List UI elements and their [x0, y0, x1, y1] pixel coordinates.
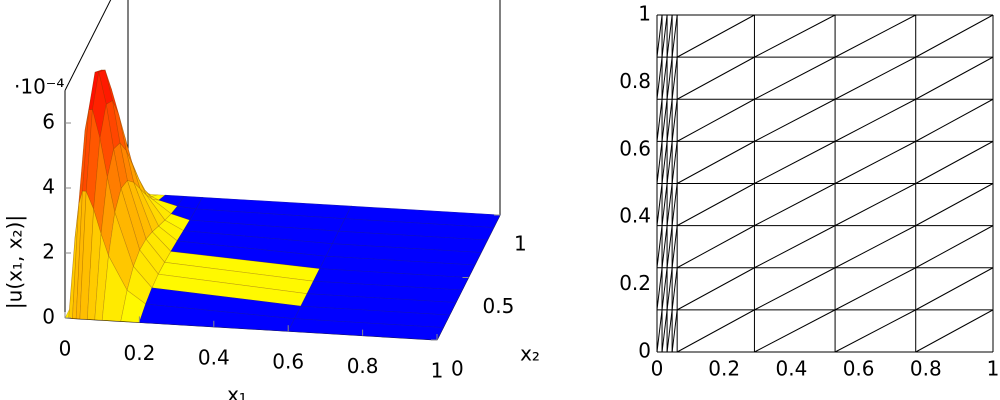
mesh-diagonal	[676, 140, 755, 184]
y-tick-label: 0.4	[619, 204, 651, 228]
x-axis-label: x₁	[227, 383, 247, 400]
mesh-diagonal	[656, 14, 663, 58]
mesh-diagonal	[656, 267, 663, 310]
mesh-diagonal	[671, 14, 678, 58]
mesh-diagonal	[754, 225, 836, 269]
mesh-diagonal	[671, 267, 678, 310]
mesh-diagonal	[656, 99, 663, 142]
surface-patch	[287, 318, 444, 341]
mesh-diagonal	[915, 14, 994, 58]
mesh-diagonal	[834, 140, 916, 184]
z-multiplier: ·10⁻⁴	[14, 75, 64, 99]
mesh-diagonal	[661, 225, 668, 268]
mesh-diagonal	[671, 141, 678, 184]
mesh-diagonal	[656, 183, 663, 226]
mesh-diagonal	[834, 56, 916, 100]
mesh-diagonal	[834, 14, 916, 58]
y-tick-label: 0	[638, 339, 651, 363]
mesh-diagonal	[754, 56, 836, 100]
x-tick-label: 0.8	[347, 354, 379, 378]
x-tick-label: 1	[431, 359, 444, 383]
x-tick-label: 0.2	[708, 357, 740, 381]
mesh-diagonal	[671, 183, 678, 226]
z-tick-label: 6	[42, 110, 55, 134]
x-tick-label: 0.6	[843, 357, 875, 381]
mesh-diagonal	[661, 99, 668, 142]
y-tick-label: 1	[514, 232, 527, 256]
y-tick-label: 1	[638, 2, 651, 26]
mesh-diagonal	[754, 267, 836, 311]
mesh-diagonal	[671, 57, 678, 100]
mesh-diagonal	[754, 14, 836, 58]
box-edge	[64, 0, 112, 91]
mesh-diagonal	[666, 14, 673, 58]
mesh-diagonal	[915, 140, 994, 184]
mesh-diagonal	[666, 141, 673, 184]
mesh-diagonal	[915, 309, 994, 353]
x-tick-label: 0	[651, 357, 664, 381]
mesh-diagonal	[676, 309, 755, 353]
mesh-diagonal	[754, 183, 836, 227]
mesh-diagonal	[671, 225, 678, 268]
mesh-diagonal	[834, 98, 916, 142]
mesh-diagonal	[656, 57, 663, 100]
mesh-diagonal	[666, 57, 673, 100]
mesh-diagonal	[666, 225, 673, 268]
x-tick-label: 0	[59, 337, 72, 361]
mesh-diagonal	[676, 14, 755, 58]
mesh-diagonal	[834, 267, 916, 311]
x-tick-label: 0.8	[910, 357, 942, 381]
x-tick-label: 0.4	[775, 357, 807, 381]
mesh-diagonal	[915, 98, 994, 142]
z-tick-label: 4	[42, 175, 55, 199]
mesh-diagonal	[754, 309, 836, 353]
mesh-diagonal	[666, 99, 673, 142]
mesh-diagonal	[656, 141, 663, 184]
mesh-diagonal	[666, 267, 673, 310]
mesh-diagonal	[661, 14, 668, 58]
y-axis-label: x₂	[520, 342, 540, 366]
y-tick-label: 0.6	[619, 136, 651, 160]
mesh-diagonal	[676, 267, 755, 311]
mesh-diagonal	[754, 140, 836, 184]
mesh-diagonal	[671, 309, 678, 353]
mesh-diagonal	[754, 98, 836, 142]
mesh-diagonal	[834, 309, 916, 353]
mesh-diagonal	[661, 309, 668, 353]
z-tick-label: 2	[42, 240, 55, 264]
mesh-diagonal	[834, 183, 916, 227]
y-tick-label: 0.2	[619, 271, 651, 295]
mesh-diagonal	[676, 225, 755, 269]
mesh-diagonal	[661, 267, 668, 310]
x-tick-label: 0.6	[272, 350, 304, 374]
mesh-diagonal	[915, 183, 994, 227]
mesh-diagonal	[666, 309, 673, 353]
mesh-diagonal	[671, 99, 678, 142]
mesh-diagonal	[676, 56, 755, 100]
z-tick-label: 0	[42, 305, 55, 329]
x-tick-label: 0.2	[123, 341, 155, 365]
y-tick-label: 0.5	[483, 294, 515, 318]
mesh-diagonal	[661, 183, 668, 226]
mesh-diagonal	[656, 309, 663, 353]
mesh-diagonal	[661, 57, 668, 100]
mesh-diagonal	[676, 98, 755, 142]
mesh-diagonal	[656, 225, 663, 268]
mesh-diagonal	[834, 225, 916, 269]
y-tick-label: 0	[451, 357, 464, 381]
mesh-diagonal	[915, 267, 994, 311]
x-tick-label: 1	[987, 357, 1000, 381]
mesh-diagonal	[915, 56, 994, 100]
mesh-diagonal	[661, 141, 668, 184]
mesh-diagonal	[915, 225, 994, 269]
y-tick-label: 0.8	[619, 69, 651, 93]
z-axis-label: |u(x₁, x₂)|	[3, 215, 27, 309]
mesh-diagonal	[666, 183, 673, 226]
mesh-diagonal	[676, 183, 755, 227]
x-tick-label: 0.4	[198, 345, 230, 369]
